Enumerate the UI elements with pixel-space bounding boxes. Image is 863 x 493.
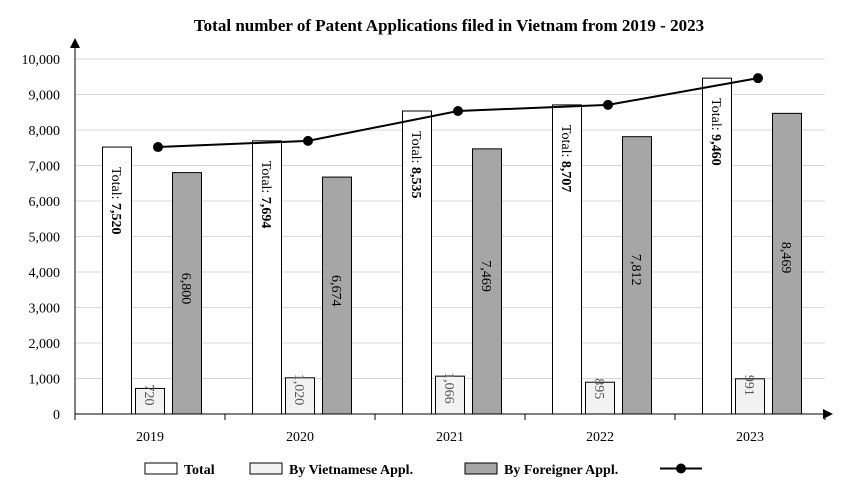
data-label-foreigner: 8,469 xyxy=(778,242,793,274)
legend-label-vietnamese: By Vietnamese Appl. xyxy=(289,463,413,478)
y-tick-label: 8,000 xyxy=(29,124,61,139)
total-trend-point xyxy=(153,142,163,153)
y-tick-label: 2,000 xyxy=(29,337,61,352)
y-tick-label: 9,000 xyxy=(29,89,61,104)
y-tick-label: 6,000 xyxy=(29,195,61,210)
data-label-total: Total: 9,460 xyxy=(708,98,723,165)
y-axis-arrow xyxy=(70,38,80,48)
data-label-vietnamese: 720 xyxy=(141,384,156,405)
data-label-foreigner: 7,812 xyxy=(628,254,643,286)
x-axis-ticks: 2019 2020 2021 2022 2023 xyxy=(74,414,826,445)
data-label-vietnamese: 1,066 xyxy=(441,372,456,404)
legend-swatch-vietnamese xyxy=(249,462,283,475)
data-label-total: Total: 8,707 xyxy=(558,125,573,192)
axes xyxy=(70,38,833,419)
data-label-vietnamese: 991 xyxy=(741,375,756,396)
bar-vietnamese xyxy=(735,378,765,415)
x-tick-label: 2023 xyxy=(736,430,764,445)
data-label-foreigner: 6,674 xyxy=(328,275,343,307)
legend-swatch-total xyxy=(144,462,178,475)
x-tick-label: 2019 xyxy=(136,430,164,445)
data-label-foreigner: 6,800 xyxy=(178,273,193,305)
x-tick-label: 2021 xyxy=(436,430,464,445)
bar-total xyxy=(102,146,132,415)
y-axis-ticks: 0 1,000 2,000 3,000 4,000 5,000 6,000 7,000 8,00… xyxy=(22,53,61,423)
data-label-total: Total: 7,520 xyxy=(108,167,123,234)
data-label-vietnamese: 1,020 xyxy=(291,374,306,406)
bar-total xyxy=(702,77,732,415)
legend-label-total: Total xyxy=(184,463,215,478)
x-tick-label: 2022 xyxy=(586,430,614,445)
data-label-total: Total: 7,694 xyxy=(258,161,273,228)
bar-foreigner xyxy=(472,148,502,415)
y-tick-label: 1,000 xyxy=(29,373,61,388)
data-label-total: Total: 8,535 xyxy=(408,131,423,198)
total-trend-point xyxy=(453,106,463,117)
bar-foreigner xyxy=(622,136,652,415)
legend-swatch-foreigner xyxy=(464,462,498,475)
data-labels: Total: 7,520 720 6,800 Total: 7,694 1,020 6,6… xyxy=(108,98,793,405)
legend: Total By Vietnamese Appl. By Foreigner A… xyxy=(144,462,702,478)
y-tick-label: 5,000 xyxy=(29,231,61,246)
legend-line-dot xyxy=(676,463,686,474)
legend-label-foreigner: By Foreigner Appl. xyxy=(504,463,618,478)
chart-title: Total number of Patent Applications file… xyxy=(194,16,704,35)
y-tick-label: 10,000 xyxy=(22,53,61,68)
y-tick-label: 7,000 xyxy=(29,160,61,175)
total-line xyxy=(153,73,763,153)
total-trend-point xyxy=(753,73,763,84)
bars xyxy=(102,77,802,415)
y-tick-label: 3,000 xyxy=(29,302,61,317)
x-tick-label: 2020 xyxy=(286,430,314,445)
bar-vietnamese xyxy=(135,387,165,415)
data-label-foreigner: 7,469 xyxy=(478,260,493,292)
bar-total xyxy=(552,104,582,415)
total-trend-point xyxy=(603,99,613,110)
bar-foreigner xyxy=(772,112,802,415)
y-tick-label: 4,000 xyxy=(29,266,61,281)
y-tick-label: 0 xyxy=(53,408,60,423)
bar-total xyxy=(252,140,282,415)
bar-total xyxy=(402,110,432,415)
data-label-vietnamese: 895 xyxy=(591,378,606,399)
bar-vietnamese xyxy=(285,377,315,415)
total-trend-point xyxy=(303,135,313,146)
bar-foreigner xyxy=(322,176,352,415)
